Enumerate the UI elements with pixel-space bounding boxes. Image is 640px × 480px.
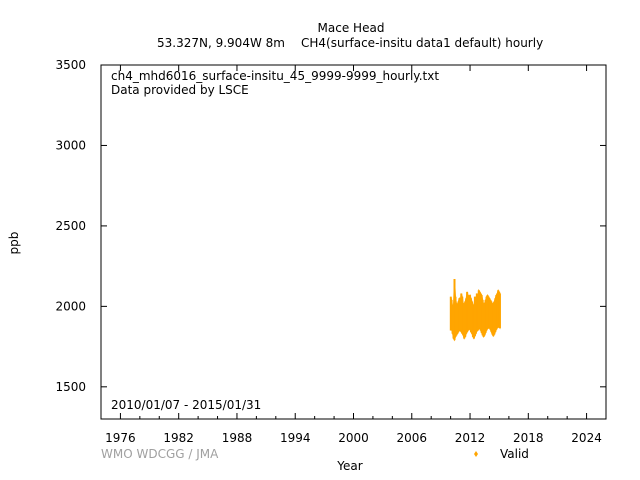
x-tick-label: 1976	[105, 431, 136, 445]
series-valid	[449, 278, 501, 342]
x-tick-label: 1988	[222, 431, 253, 445]
station-name: Mace Head	[317, 21, 385, 35]
y-axis: 1500 2000 2500 3000 3500	[55, 58, 606, 394]
x-tick-label: 2012	[455, 431, 486, 445]
y-tick-label: 2000	[55, 299, 86, 313]
data-provider: Data provided by LSCE	[111, 83, 249, 97]
legend-label-valid: Valid	[500, 447, 529, 461]
y-tick-label: 3500	[55, 58, 86, 72]
x-axis-label: Year	[336, 459, 362, 473]
x-tick-label: 2018	[513, 431, 544, 445]
y-axis-label: ppb	[7, 232, 21, 255]
x-tick-label: 2000	[338, 431, 369, 445]
species-description: CH4(surface-insitu data1 default) hourly	[301, 36, 544, 50]
plot-frame	[100, 64, 607, 420]
station-location: 53.327N, 9.904W 8m	[157, 36, 285, 50]
legend-marker-valid	[474, 451, 478, 457]
x-tick-label: 1982	[163, 431, 194, 445]
x-tick-label: 2006	[396, 431, 427, 445]
y-tick-label: 3000	[55, 138, 86, 152]
credit-text: WMO WDCGG / JMA	[101, 447, 219, 461]
legend: Valid	[474, 447, 529, 461]
date-range: 2010/01/07 - 2015/01/31	[111, 398, 262, 412]
data-filename: ch4_mhd6016_surface-insitu_45_9999-9999_…	[111, 69, 440, 83]
y-tick-label: 1500	[55, 380, 86, 394]
y-tick-label: 2500	[55, 219, 86, 233]
x-axis: 1976 1982 1988 1994 2000 2006 2012 2018 2024	[105, 65, 607, 445]
x-tick-label: 2024	[571, 431, 602, 445]
x-tick-label: 1994	[280, 431, 311, 445]
